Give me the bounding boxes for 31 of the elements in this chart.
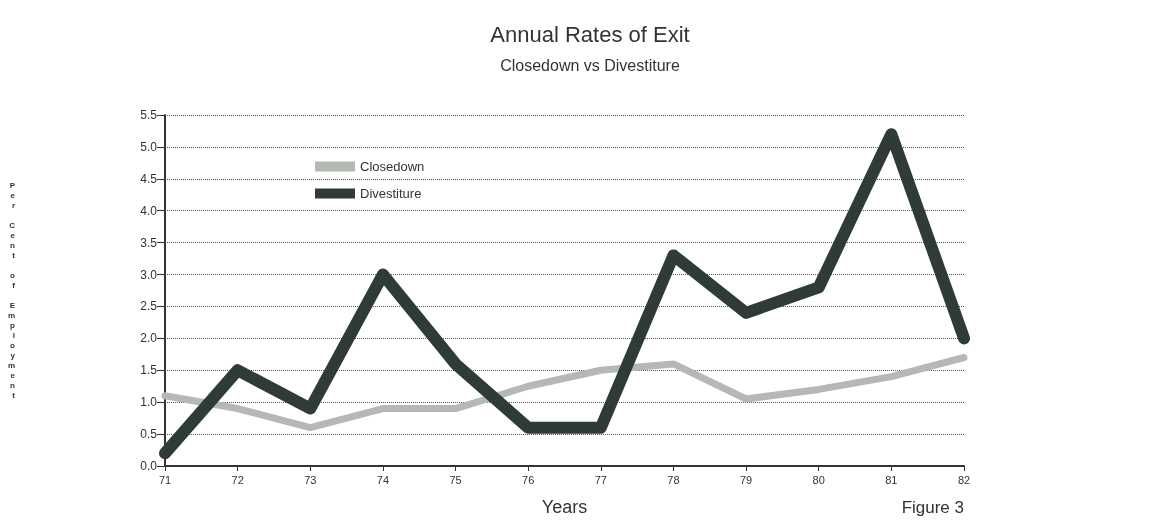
x-tick-label: 79 bbox=[739, 473, 753, 486]
x-tick-label: 75 bbox=[449, 473, 462, 486]
chart-subtitle: Closedown vs Divestiture bbox=[500, 56, 680, 74]
x-tick-label: 77 bbox=[594, 473, 607, 486]
x-tick-label: 73 bbox=[304, 473, 317, 486]
chart-title: Annual Rates of Exit bbox=[490, 21, 690, 47]
x-tick-label: 71 bbox=[158, 473, 172, 486]
x-tick-label: 80 bbox=[812, 473, 825, 486]
x-axis-title: Years bbox=[541, 497, 588, 517]
y-tick-label: 4.5 bbox=[140, 171, 158, 186]
y-tick-label: 4.0 bbox=[140, 203, 158, 218]
x-tick-label: 72 bbox=[231, 473, 244, 486]
legend-label: Divestiture bbox=[360, 186, 422, 201]
y-tick-label: 0.0 bbox=[140, 459, 158, 473]
caption: Figure 3 bbox=[901, 498, 965, 517]
x-tick-label: 81 bbox=[885, 473, 898, 486]
y-tick-label: 2.5 bbox=[140, 299, 158, 314]
legend-label: Closedown bbox=[360, 159, 425, 174]
y-tick-label: 2.0 bbox=[140, 331, 158, 346]
x-tick-label: 82 bbox=[957, 473, 971, 486]
x-tick-label: 74 bbox=[376, 473, 390, 486]
y-tick-label: 1.5 bbox=[140, 363, 158, 378]
y-tick-label: 3.0 bbox=[140, 267, 158, 282]
y-tick-label: 3.5 bbox=[140, 235, 158, 250]
y-tick-label: 5.0 bbox=[140, 139, 158, 154]
y-tick-label: 1.0 bbox=[140, 395, 158, 410]
y-tick-label: 5.5 bbox=[140, 108, 158, 122]
y-tick-label: 0.5 bbox=[140, 427, 158, 442]
x-tick-label: 76 bbox=[522, 473, 535, 486]
text: Per Cent of Employment bbox=[7, 181, 15, 400]
x-tick-label: 78 bbox=[667, 473, 680, 486]
